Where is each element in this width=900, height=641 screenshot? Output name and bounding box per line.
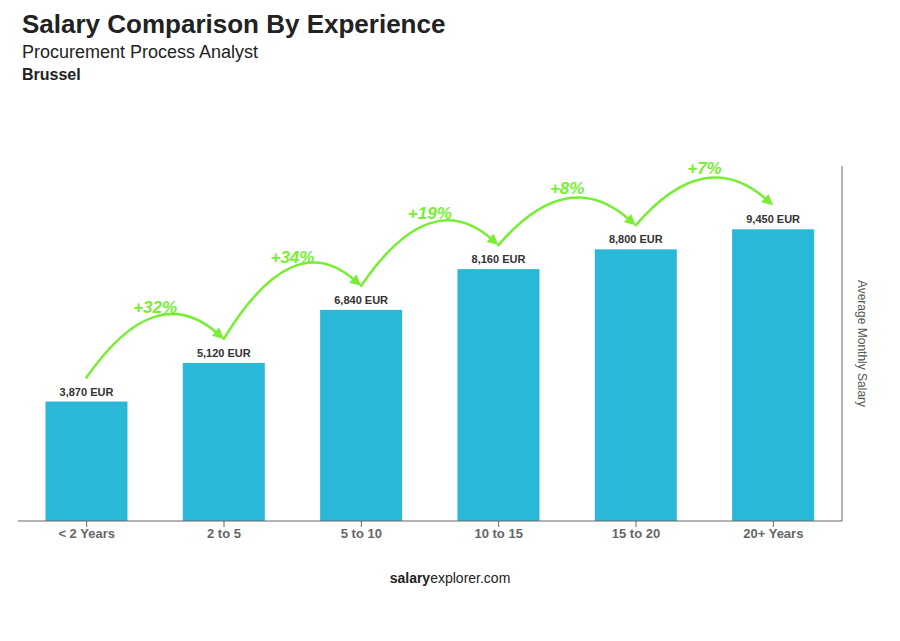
- svg-text:15 to 20: 15 to 20: [612, 526, 660, 541]
- svg-text:+8%: +8%: [550, 179, 585, 198]
- svg-text:+34%: +34%: [270, 248, 314, 267]
- html-text:Salary Comparison By Experienc: Salary Comparison By Experience: [22, 9, 446, 39]
- svg-text:9,450 EUR: 9,450 EUR: [746, 213, 800, 225]
- svg-text:6,840 EUR: 6,840 EUR: [334, 294, 388, 306]
- svg-text:5 to 10: 5 to 10: [341, 526, 382, 541]
- svg-text:8,800 EUR: 8,800 EUR: [609, 233, 663, 245]
- svg-text:20+ Years: 20+ Years: [743, 526, 803, 541]
- svg-text:2 to 5: 2 to 5: [207, 526, 241, 541]
- svg-text:8,160 EUR: 8,160 EUR: [472, 253, 526, 265]
- html-text:salary explorer.com: salary explorer.com: [389, 570, 511, 586]
- svg-text:+7%: +7%: [687, 159, 722, 178]
- svg-text:Average Monthly Salary: Average Monthly Salary: [855, 280, 869, 407]
- svg-text:+19%: +19%: [408, 204, 452, 223]
- svg-text:10 to 15: 10 to 15: [474, 526, 522, 541]
- svg-text:< 2 Years: < 2 Years: [58, 526, 115, 541]
- svg-text:5,120 EUR: 5,120 EUR: [197, 347, 251, 359]
- html-text:Procurement Process Analyst: Procurement Process Analyst: [22, 42, 259, 62]
- svg-text:+32%: +32%: [133, 298, 177, 317]
- html-text:Brussel: Brussel: [22, 66, 81, 83]
- svg-text:3,870 EUR: 3,870 EUR: [60, 386, 114, 398]
